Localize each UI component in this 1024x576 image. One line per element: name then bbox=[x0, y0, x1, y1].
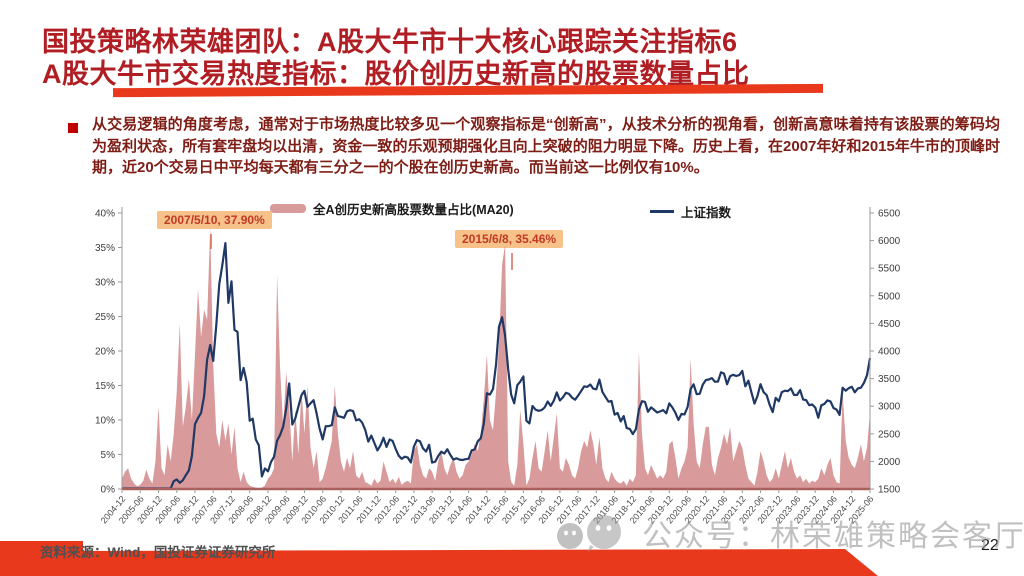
svg-text:25%: 25% bbox=[95, 312, 115, 323]
source-note: 资料来源：Wind，国投证券证券研究所 bbox=[40, 545, 276, 560]
svg-text:3500: 3500 bbox=[878, 374, 901, 385]
svg-text:0%: 0% bbox=[101, 485, 116, 496]
svg-text:6500: 6500 bbox=[878, 209, 901, 220]
svg-text:2000: 2000 bbox=[878, 457, 901, 468]
svg-text:10%: 10% bbox=[95, 416, 115, 427]
svg-text:4500: 4500 bbox=[878, 319, 901, 330]
svg-text:2500: 2500 bbox=[878, 429, 901, 440]
svg-text:15%: 15% bbox=[95, 381, 115, 392]
bullet-square-icon bbox=[68, 123, 78, 133]
svg-text:5%: 5% bbox=[101, 450, 116, 461]
legend-item-area: 全A创历史新高股票数量占比(MA20) bbox=[270, 199, 514, 218]
svg-text:5500: 5500 bbox=[878, 264, 901, 275]
svg-text:1500: 1500 bbox=[878, 485, 901, 496]
legend-line-label: 上证指数 bbox=[681, 206, 732, 220]
annotation-2015-peak: 2015/6/8, 35.46% bbox=[455, 230, 564, 248]
svg-text:40%: 40% bbox=[95, 209, 115, 220]
watermark: 公众号：林荣雄策略会客厅 bbox=[642, 520, 1024, 553]
area-series-new-high-ratio bbox=[122, 227, 870, 489]
page-number: 22 bbox=[981, 537, 999, 554]
svg-text:6000: 6000 bbox=[878, 236, 901, 247]
svg-text:20%: 20% bbox=[95, 347, 115, 358]
legend-item-line: 上证指数 bbox=[650, 202, 731, 221]
svg-text:3000: 3000 bbox=[878, 402, 901, 413]
svg-text:30%: 30% bbox=[95, 278, 115, 289]
annotation-2007-peak: 2007/5/10, 37.90% bbox=[157, 211, 272, 229]
wechat-bubbles-icon bbox=[557, 515, 621, 552]
svg-text:35%: 35% bbox=[95, 243, 115, 254]
svg-text:4000: 4000 bbox=[878, 347, 901, 358]
legend-area-label: 全A创历史新高股票数量占比(MA20) bbox=[313, 203, 514, 217]
page-title: 国投策略林荣雄团队：A股大牛市十大核心跟踪关注指标6 A股大牛市交易热度指标：股… bbox=[42, 26, 992, 90]
line-swatch-icon bbox=[650, 210, 674, 213]
area-swatch-icon bbox=[270, 204, 306, 213]
line-series-sse-index bbox=[122, 242, 872, 490]
svg-text:5000: 5000 bbox=[878, 291, 901, 302]
dual-axis-chart: 0% 5% 10% 15% 20% 25% 30% 35% 40% 1500 2000 2500 300… bbox=[95, 207, 901, 526]
body-paragraph: 从交易逻辑的角度考虑，通常对于市场热度比较多见一个观察指标是“创新高”，从技术分… bbox=[92, 116, 1000, 176]
title-line-1: 国投策略林荣雄团队：A股大牛市十大核心跟踪关注指标6 bbox=[42, 27, 738, 57]
